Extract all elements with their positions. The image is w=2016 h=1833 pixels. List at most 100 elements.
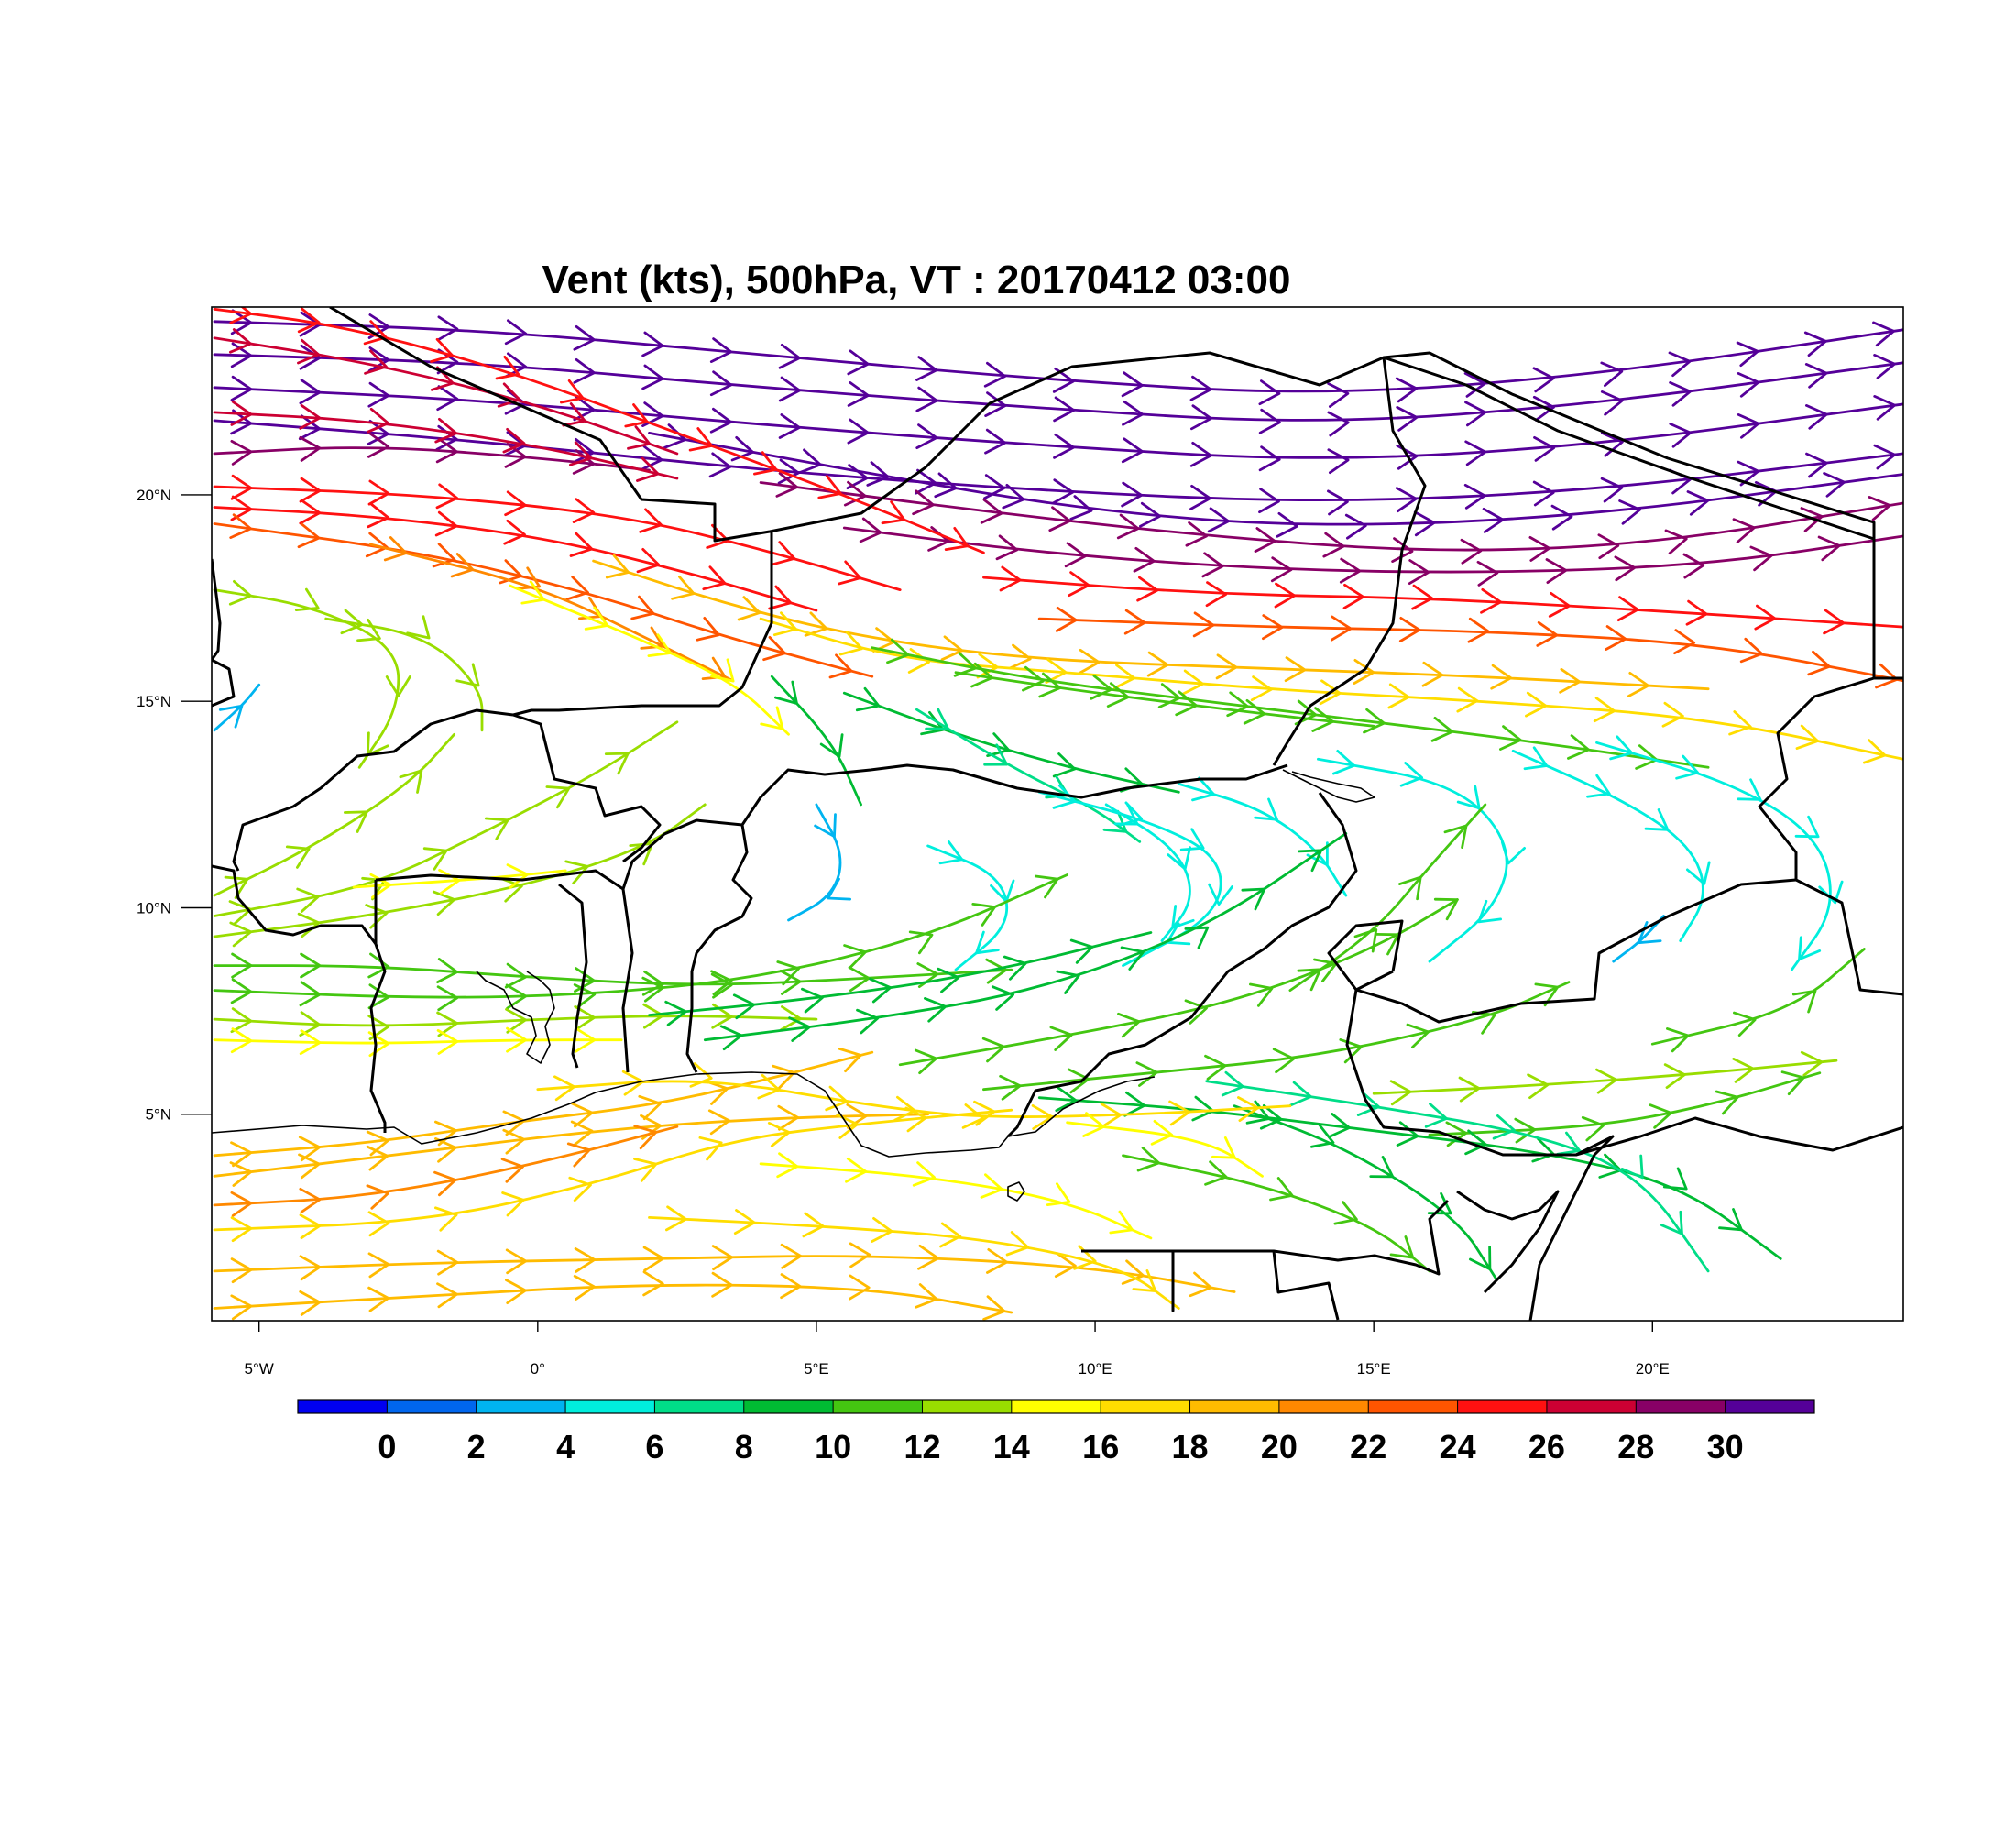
- streamline-path: [213, 683, 261, 732]
- streamline-arrow: [1499, 725, 1522, 751]
- streamline-arrow: [855, 686, 881, 712]
- streamline-arrow: [762, 636, 786, 662]
- streamline-path: [926, 844, 1009, 971]
- streamline-arrow: [1369, 1156, 1395, 1179]
- colorbar-swatch: [565, 1400, 655, 1413]
- streamline-arrow: [434, 1206, 458, 1232]
- streamline-arrow: [1581, 1115, 1605, 1142]
- streamline-arrow: [1533, 436, 1556, 462]
- streamline-arrow: [299, 1290, 322, 1316]
- streamline-arrow: [1322, 532, 1345, 558]
- streamline-arrow: [367, 346, 390, 372]
- streamline-arrow: [1666, 1027, 1690, 1053]
- streamline-arrow: [630, 595, 655, 620]
- streamline-arrow: [1056, 970, 1080, 994]
- streamline-arrow: [1593, 697, 1616, 723]
- streamline-arrow: [838, 631, 863, 656]
- streamline-arrow: [971, 903, 996, 927]
- streamline-arrow: [1132, 1269, 1157, 1292]
- streamline-arrow: [938, 840, 964, 865]
- streamline-arrow: [505, 1279, 527, 1304]
- border-chad-sudan: [1758, 676, 1903, 996]
- streamline-arrow: [433, 1170, 457, 1197]
- streamline-arrow: [299, 379, 322, 405]
- streamline-arrow: [1737, 413, 1760, 439]
- streamline-arrow: [937, 967, 960, 993]
- streamline-arrow: [436, 1011, 459, 1037]
- streamline-arrow: [1327, 411, 1350, 437]
- streamline-arrow: [1052, 784, 1077, 809]
- streamline-arrow: [847, 349, 870, 376]
- streamline-arrow: [1754, 604, 1777, 631]
- axes: 5°W 0° 5°E 10°E 15°E 20°E 5°N 10°N 15°N 20°N: [137, 487, 1670, 1377]
- streamline-arrow: [698, 1136, 723, 1161]
- colorbar-label: 4: [556, 1428, 575, 1465]
- streamline: [1595, 735, 1844, 971]
- streamline-arrow: [285, 845, 311, 869]
- colorbar-swatch: [654, 1400, 745, 1413]
- streamline: [1511, 746, 1711, 942]
- streamline-arrow: [641, 364, 664, 390]
- streamline-arrow: [709, 370, 733, 397]
- border-togo-ghana: [558, 883, 588, 1069]
- streamline-arrow: [344, 810, 368, 833]
- streamline-arrow: [1241, 887, 1266, 911]
- streamline-arrow: [1167, 846, 1191, 871]
- streamline-arrow: [1175, 690, 1198, 717]
- streamline-arrow: [776, 960, 801, 986]
- streamline-arrow: [893, 1095, 916, 1122]
- streamline: [842, 517, 1903, 587]
- colorbar-swatch: [476, 1400, 566, 1413]
- streamline-arrow: [642, 1003, 664, 1029]
- streamline-arrow: [1818, 880, 1844, 905]
- colorbar-swatch: [833, 1400, 923, 1413]
- streamline-arrow: [710, 972, 733, 999]
- streamline-arrow: [847, 418, 870, 445]
- streamline-arrow: [230, 1191, 253, 1217]
- streamline-arrow: [1424, 1103, 1448, 1128]
- streamline: [1104, 803, 1195, 942]
- colorbar-label: 30: [1707, 1428, 1744, 1465]
- border-nigeria-cameroon: [1006, 792, 1358, 1138]
- streamline-arrow: [1327, 382, 1350, 408]
- streamline: [213, 720, 679, 926]
- streamline-arrow: [866, 461, 890, 487]
- streamline-arrow: [776, 1152, 799, 1179]
- streamline-arrow: [1258, 379, 1281, 406]
- streamline-arrow: [1749, 545, 1773, 572]
- streamline-arrow: [1003, 955, 1027, 981]
- border-burkina: [512, 713, 662, 863]
- streamline: [213, 1103, 929, 1187]
- streamline-arrow: [753, 451, 778, 476]
- streamline-arrow: [1205, 581, 1228, 608]
- streamline-arrow: [1201, 552, 1224, 578]
- streamline-arrow: [1342, 583, 1365, 609]
- streamline-arrow: [838, 1048, 862, 1073]
- streamline-arrow: [976, 653, 999, 679]
- streamline-arrow: [383, 536, 408, 562]
- streamline-arrow: [665, 1205, 687, 1232]
- streamline-arrow: [671, 576, 696, 600]
- streamline: [213, 1026, 623, 1058]
- streamline-path: [1037, 790, 1222, 967]
- streamline-arrow: [663, 423, 687, 449]
- lon-tick-label: 15°E: [1357, 1360, 1391, 1377]
- streamline-arrow: [1567, 734, 1590, 760]
- streamline-arrow: [369, 873, 392, 899]
- streamline: [509, 580, 790, 736]
- streamline-arrow: [1395, 487, 1418, 513]
- streamline-arrow: [1873, 444, 1897, 470]
- streamline-arrow: [914, 1048, 937, 1075]
- streamline-arrow: [1123, 1091, 1146, 1117]
- streamline-arrow: [340, 609, 364, 635]
- colorbar-label: 18: [1171, 1428, 1208, 1465]
- streamline-path: [1037, 617, 1903, 683]
- streamline-arrow: [1215, 653, 1238, 680]
- streamline-arrow: [1150, 1120, 1174, 1146]
- streamline-arrow: [1458, 1076, 1481, 1103]
- streamline-arrow: [1327, 448, 1350, 475]
- streamline: [842, 686, 1180, 794]
- streamline-arrow: [1616, 596, 1639, 621]
- streamline-arrow: [1464, 401, 1487, 427]
